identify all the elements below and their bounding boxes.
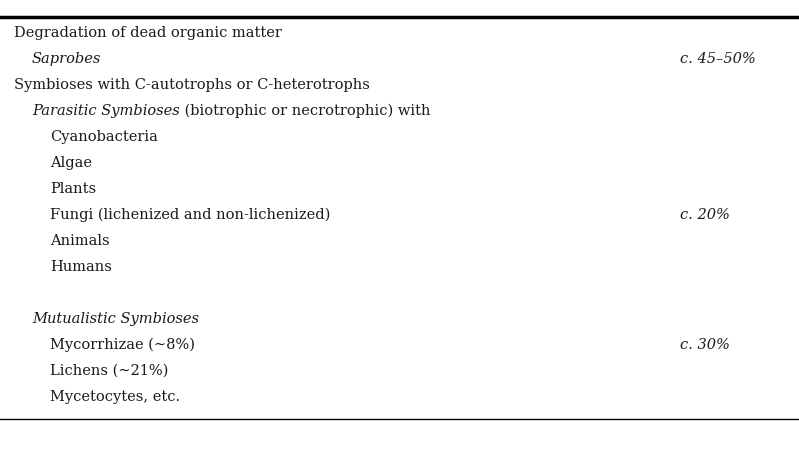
Text: Symbioses with C-autotrophs or C-heterotrophs: Symbioses with C-autotrophs or C-heterot…	[14, 78, 370, 92]
Text: Degradation of dead organic matter: Degradation of dead organic matter	[14, 26, 282, 40]
Text: Mycorrhizae (∼8%): Mycorrhizae (∼8%)	[50, 337, 195, 351]
Text: Algae: Algae	[50, 156, 92, 169]
Text: Animals: Animals	[50, 233, 109, 247]
Text: Mycetocytes, etc.: Mycetocytes, etc.	[50, 389, 180, 403]
Text: c. 20%: c. 20%	[680, 207, 729, 221]
Text: Plants: Plants	[50, 181, 96, 195]
Text: Parasitic Symbioses: Parasitic Symbioses	[32, 104, 180, 118]
Text: c. 45–50%: c. 45–50%	[680, 52, 756, 66]
Text: Mutualistic Symbioses: Mutualistic Symbioses	[32, 311, 199, 325]
Text: Humans: Humans	[50, 259, 112, 274]
Text: (biotrophic or necrotrophic) with: (biotrophic or necrotrophic) with	[180, 104, 430, 118]
Text: Lichens (∼21%): Lichens (∼21%)	[50, 363, 169, 377]
Text: c. 30%: c. 30%	[680, 337, 729, 351]
Text: Fungi (lichenized and non-lichenized): Fungi (lichenized and non-lichenized)	[50, 207, 330, 222]
Text: Cyanobacteria: Cyanobacteria	[50, 130, 158, 144]
Text: Saprobes: Saprobes	[32, 52, 101, 66]
